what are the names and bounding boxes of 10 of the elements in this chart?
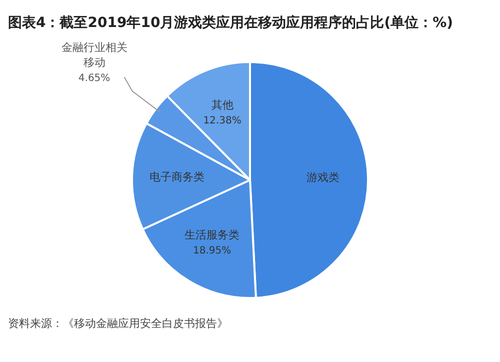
chart-title: 图表4：截至2019年10月游戏类应用在移动应用程序的占比(单位：%) [8, 14, 454, 31]
slice-label: 游戏类 [306, 171, 340, 184]
slice-label: 其他 [211, 98, 234, 112]
slice-label: 电子商务类 [149, 170, 204, 184]
data-label: 12.38% [203, 115, 242, 126]
data-label: 4.65% [78, 73, 110, 84]
slice-label: 金融行业相关移动 [61, 41, 128, 70]
data-label: 18.95% [193, 246, 232, 257]
slice-label: 生活服务类 [184, 228, 240, 242]
text: 资料来源：《移动金融应用安全白皮书报告》 [8, 317, 228, 330]
